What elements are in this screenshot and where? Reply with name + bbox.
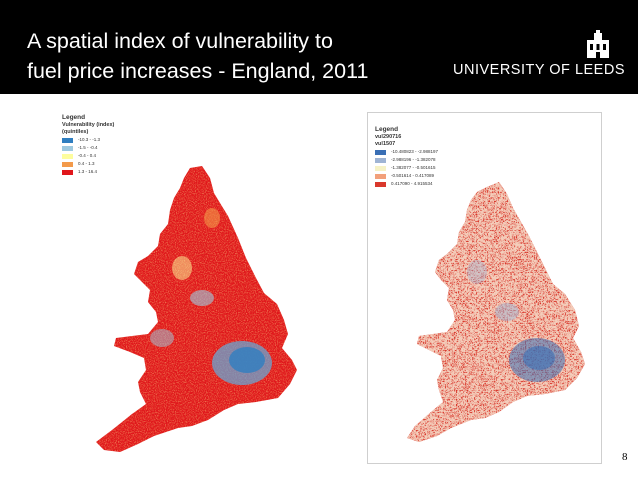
- right-legend-swatch: [375, 157, 386, 163]
- left-legend-label: -1.5 - -0.4: [78, 145, 98, 150]
- legend-left-subtitle: Vulnerability (index): [62, 122, 115, 128]
- left-legend-swatch: [62, 137, 73, 143]
- vulnerability-map-right: [407, 182, 585, 442]
- vulnerability-map-left: [96, 166, 297, 452]
- right-legend-item: 0.417090 - 4.915534: [375, 180, 438, 188]
- left-legend-swatch: [62, 161, 73, 167]
- left-legend-item: -1.5 - -0.4: [62, 144, 114, 152]
- header-bar: A spatial index of vulnerability to fuel…: [0, 0, 638, 94]
- right-legend-item: -1.382077 - -0.501615: [375, 164, 438, 172]
- right-legend-swatch: [375, 181, 386, 187]
- right-legend-label: -0.501614 - 0.417089: [391, 173, 435, 178]
- left-legend-label: 1.3 - 16.4: [78, 169, 98, 174]
- right-legend-label: -2.988196 - -1.382078: [391, 157, 436, 162]
- university-logo: UNIVERSITY OF LEEDS: [453, 30, 628, 80]
- slide-title: A spatial index of vulnerability to fuel…: [27, 26, 437, 86]
- left-legend-label: 0.4 - 1.3: [78, 161, 95, 166]
- left-legend-item: 1.3 - 16.4: [62, 168, 114, 176]
- left-legend-label: -10.3 - -1.3: [78, 137, 101, 142]
- left-legend-swatch: [62, 169, 73, 175]
- legend-right: Legend vul290716 vul1507 -10.480823 - -2…: [375, 126, 438, 188]
- right-legend-item: -2.988196 - -1.382078: [375, 156, 438, 164]
- right-legend-label: -1.382077 - -0.501615: [391, 165, 436, 170]
- left-legend-item: -0.4 - 0.4: [62, 152, 114, 160]
- legend-left-title: Legend: [62, 114, 86, 121]
- legend-right-subtitle: vul290716: [375, 134, 402, 140]
- legend-left: Legend Vulnerability (index) (quintiles)…: [62, 114, 114, 176]
- left-legend-swatch: [62, 153, 73, 159]
- right-legend-swatch: [375, 165, 386, 171]
- left-legend-swatch: [62, 145, 73, 151]
- legend-right-subtitle-2: vul1507: [375, 141, 396, 147]
- left-legend-item: 0.4 - 1.3: [62, 160, 114, 168]
- page-number: 8: [622, 451, 628, 463]
- left-legend-item: -10.3 - -1.3: [62, 136, 114, 144]
- logo-text: UNIVERSITY OF LEEDS: [453, 62, 625, 78]
- crest-icon: [587, 30, 609, 58]
- slide-title-line-1: A spatial index of vulnerability to: [27, 29, 333, 53]
- right-legend-swatch: [375, 149, 386, 155]
- legend-right-title: Legend: [375, 126, 399, 133]
- right-legend-swatch: [375, 173, 386, 179]
- left-legend-label: -0.4 - 0.4: [78, 153, 97, 158]
- right-legend-label: 0.417090 - 4.915534: [391, 181, 433, 186]
- legend-left-subtitle-2: (quintiles): [62, 129, 89, 135]
- slide-title-line-2: fuel price increases - England, 2011: [27, 59, 369, 83]
- right-legend-item: -10.480823 - -2.988197: [375, 148, 438, 156]
- right-legend-label: -10.480823 - -2.988197: [391, 149, 439, 154]
- right-legend-item: -0.501614 - 0.417089: [375, 172, 438, 180]
